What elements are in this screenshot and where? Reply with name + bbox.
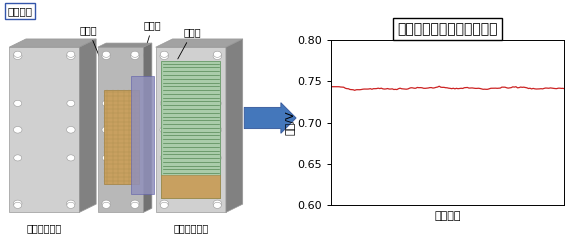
Polygon shape [143,43,152,212]
Polygon shape [156,39,242,47]
Circle shape [102,53,111,59]
Circle shape [131,202,139,208]
Polygon shape [98,43,152,47]
Circle shape [213,200,222,207]
Circle shape [131,100,139,106]
Circle shape [213,51,221,57]
Circle shape [131,51,139,57]
Polygon shape [104,90,139,184]
Y-axis label: 電圧/V: 電圧/V [285,110,295,135]
Circle shape [160,51,168,57]
Circle shape [67,200,75,207]
Circle shape [213,126,222,133]
Circle shape [213,100,221,106]
Circle shape [131,200,139,207]
Circle shape [213,53,222,59]
Text: セパレーター: セパレーター [173,223,209,233]
FancyArrow shape [244,103,296,133]
Text: 電解質: 電解質 [138,20,161,73]
Circle shape [160,53,169,59]
Circle shape [160,100,168,106]
Circle shape [131,53,139,59]
Circle shape [13,53,22,59]
Circle shape [67,100,75,106]
Circle shape [14,51,22,57]
Polygon shape [226,39,242,212]
Circle shape [14,202,22,208]
Circle shape [67,202,75,208]
Circle shape [103,155,110,161]
Circle shape [103,202,110,208]
Circle shape [14,155,22,161]
Circle shape [67,126,75,133]
Circle shape [67,51,75,57]
Title: セル単体による発電試験例: セル単体による発電試験例 [397,22,498,36]
Polygon shape [79,39,96,212]
Polygon shape [98,47,143,212]
Circle shape [160,200,169,207]
Text: セル単体: セル単体 [7,6,33,16]
Circle shape [102,200,111,207]
Circle shape [160,126,169,133]
Text: 燃料極: 燃料極 [79,25,112,87]
Polygon shape [161,175,221,198]
X-axis label: 運転時間: 運転時間 [434,211,461,221]
Circle shape [102,126,111,133]
Text: 空気極: 空気極 [178,27,201,59]
Circle shape [13,200,22,207]
Circle shape [131,126,139,133]
Polygon shape [156,47,226,212]
Text: セパレーター: セパレーター [26,223,62,233]
Circle shape [14,100,22,106]
Circle shape [103,100,110,106]
Circle shape [13,126,22,133]
Circle shape [213,202,221,208]
Polygon shape [161,61,221,198]
Polygon shape [131,76,154,194]
Polygon shape [9,47,79,212]
Polygon shape [9,39,96,47]
Circle shape [160,155,168,161]
Circle shape [131,155,139,161]
Circle shape [160,202,168,208]
Circle shape [67,155,75,161]
Circle shape [67,53,75,59]
Circle shape [103,51,110,57]
Circle shape [213,155,221,161]
